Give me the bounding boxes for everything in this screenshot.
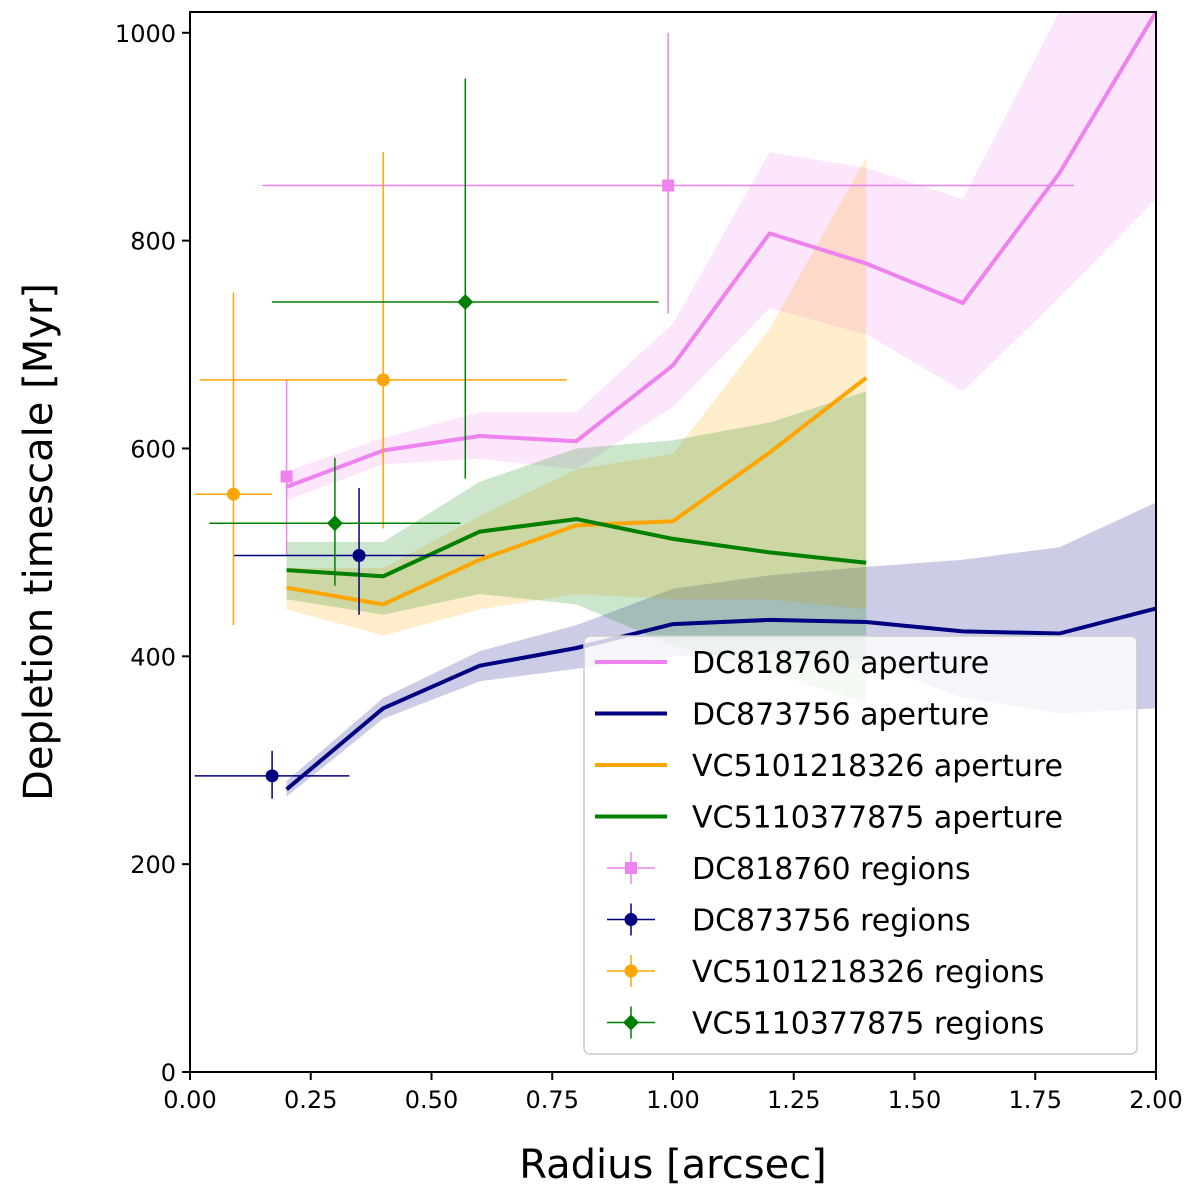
legend-item-dc873756-regions: DC873756 regions — [607, 903, 971, 939]
y-tick-label: 1000 — [115, 20, 176, 48]
dc818760-regions-point — [262, 32, 1074, 314]
legend-marker — [623, 1014, 639, 1031]
marker — [376, 373, 390, 387]
marker — [280, 470, 293, 483]
legend-item-dc818760-regions: DC818760 regions — [607, 852, 971, 887]
dc818760-aperture-band — [286, 12, 1156, 501]
vc5110377875-regions-point — [209, 457, 461, 586]
x-axis-ticks: 0.00 0.25 0.50 0.75 1.00 1.25 1.50 1.75 2.00 — [163, 1072, 1183, 1114]
x-tick-label: 0.50 — [405, 1086, 458, 1114]
legend-label: VC5101218326 regions — [692, 955, 1044, 990]
legend-label: VC5110377875 aperture — [692, 801, 1063, 836]
legend-box — [583, 635, 1138, 1055]
legend-marker — [624, 964, 638, 978]
legend-label: VC5110377875 regions — [692, 1007, 1044, 1042]
legend-label: VC5101218326 aperture — [692, 749, 1063, 784]
marker — [265, 769, 279, 783]
legend-item-dc873756-aperture: DC873756 aperture — [595, 698, 989, 733]
region-errorbars — [194, 32, 1074, 799]
marker — [457, 293, 474, 310]
vc5101218326-aperture-band — [286, 157, 867, 636]
legend-label: DC818760 regions — [692, 852, 971, 887]
y-tick-label: 800 — [130, 228, 176, 256]
legend-item-vc5110377875-aperture: VC5110377875 aperture — [595, 801, 1063, 836]
vc5101218326-aperture-line — [286, 376, 868, 607]
legend-marker — [624, 913, 638, 926]
legend: DC818760 aperture DC873756 aperture VC5101… — [583, 635, 1138, 1055]
marker — [326, 515, 343, 532]
dc873756-regions-point — [233, 487, 485, 615]
legend-label: DC873756 regions — [692, 904, 971, 939]
x-tick-label: 1.25 — [767, 1086, 820, 1114]
vc5110377875-regions-point — [272, 78, 659, 479]
x-axis-title: Radius [arcsec] — [519, 1142, 827, 1188]
legend-marker — [625, 862, 637, 874]
marker — [662, 179, 675, 192]
y-axis-title: Depletion timescale [Myr] — [16, 283, 62, 801]
dc818760-aperture-line — [285, 12, 1156, 489]
dc873756-regions-point — [194, 750, 350, 799]
vc5110377875-aperture-band — [286, 391, 867, 704]
y-tick-label: 600 — [130, 435, 176, 463]
vc5101218326-regions-point — [194, 292, 273, 626]
legend-item-dc818760-aperture: DC818760 aperture — [595, 646, 989, 681]
x-tick-label: 0.00 — [163, 1086, 216, 1114]
y-tick-label: 0 — [161, 1059, 176, 1087]
legend-label: DC818760 aperture — [692, 646, 989, 681]
x-tick-label: 0.75 — [526, 1086, 579, 1114]
marker — [226, 487, 240, 501]
aperture-lines — [285, 12, 1156, 791]
legend-item-vc5110377875-regions: VC5110377875 regions — [607, 1006, 1044, 1042]
x-tick-label: 1.00 — [646, 1086, 699, 1114]
x-tick-label: 1.75 — [1009, 1086, 1062, 1114]
x-tick-label: 1.50 — [888, 1086, 941, 1114]
marker — [352, 549, 366, 563]
y-tick-label: 200 — [130, 851, 176, 879]
legend-item-vc5101218326-regions: VC5101218326 regions — [607, 955, 1044, 990]
x-tick-label: 0.25 — [284, 1086, 337, 1114]
dc818760-regions-point — [280, 379, 293, 555]
vc5110377875-aperture-line — [286, 517, 867, 579]
x-tick-label: 2.00 — [1129, 1086, 1182, 1114]
legend-label: DC873756 aperture — [692, 698, 989, 733]
y-tick-label: 400 — [130, 643, 176, 671]
dc873756-aperture-line — [285, 606, 1156, 791]
legend-item-vc5101218326-aperture: VC5101218326 aperture — [595, 749, 1063, 784]
y-axis-ticks: 0 200 400 600 800 1000 — [115, 20, 190, 1087]
vc5101218326-regions-point — [199, 152, 567, 529]
